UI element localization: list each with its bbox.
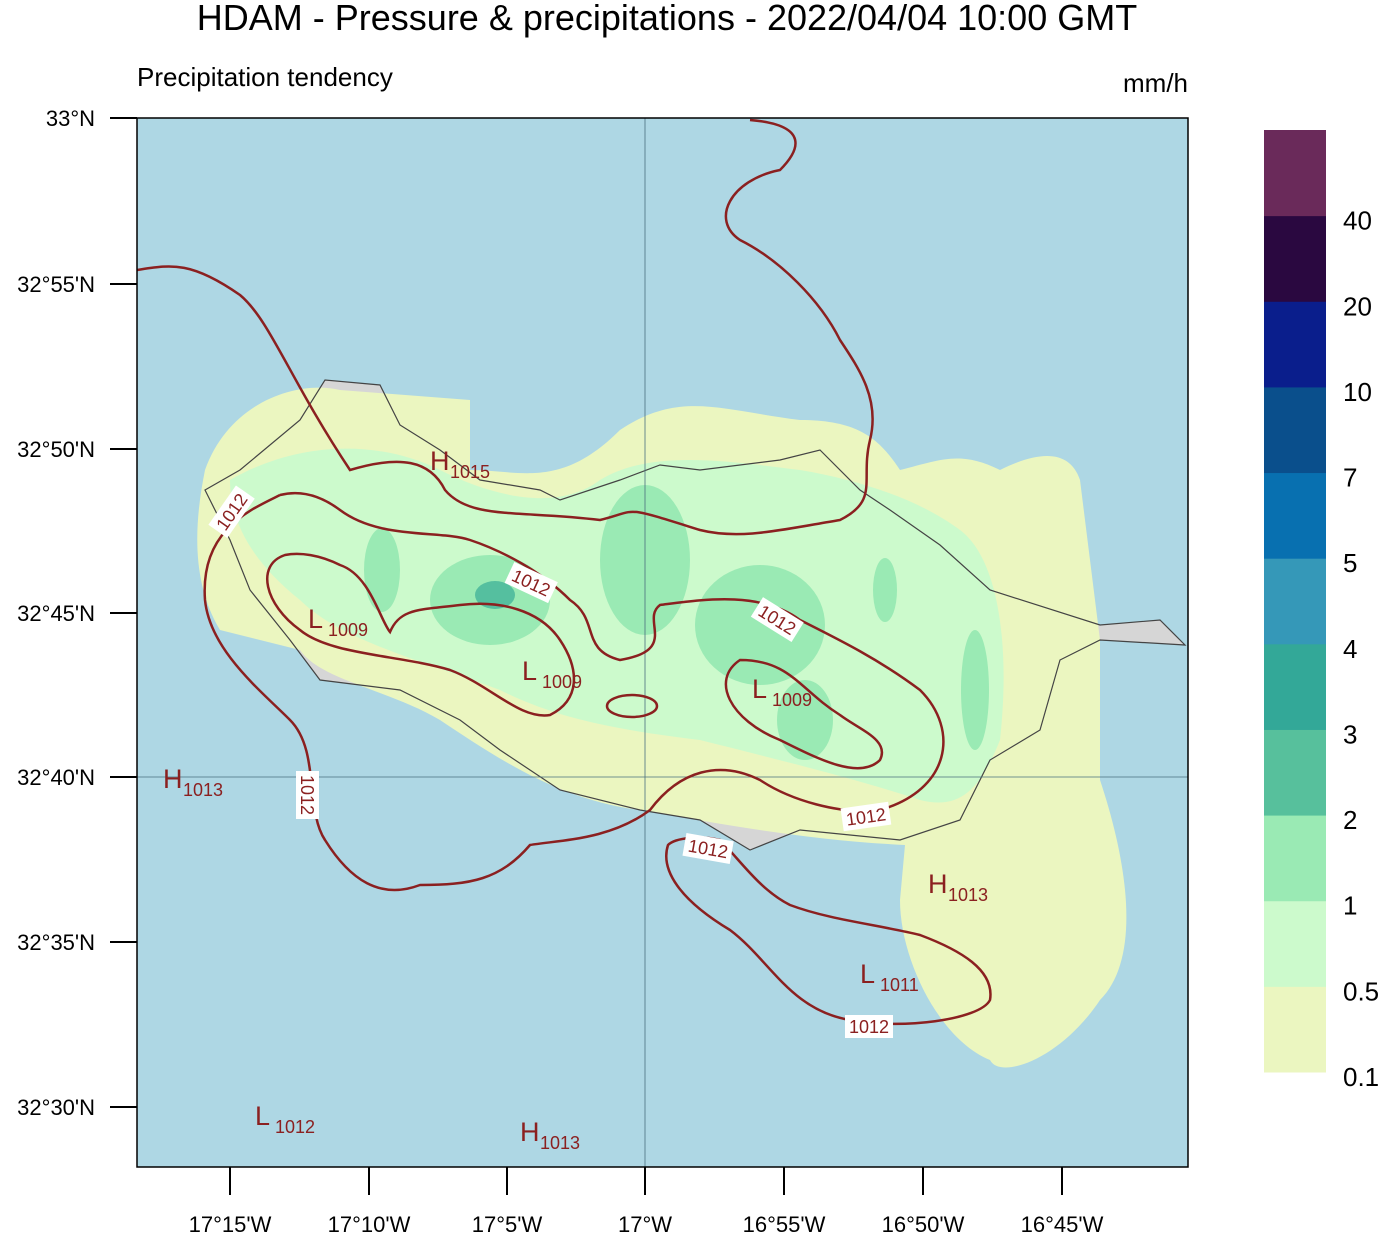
colorbar-box bbox=[1264, 729, 1326, 816]
colorbar-box bbox=[1264, 215, 1326, 302]
contour-label: 1012 bbox=[682, 833, 734, 865]
unit: mm/h bbox=[1123, 68, 1188, 98]
contour-label-bg bbox=[504, 561, 558, 604]
colorbar-label: 3 bbox=[1343, 719, 1357, 749]
precip-2 bbox=[475, 581, 515, 609]
colorbar-label: 2 bbox=[1343, 805, 1357, 835]
pressure-value: 1009 bbox=[542, 672, 582, 692]
colorbar-label: 0.5 bbox=[1343, 976, 1379, 1006]
lon-label: 17°5'W bbox=[472, 1212, 543, 1234]
pressure-letter: L bbox=[522, 656, 537, 686]
lat-label: 32°40'N bbox=[17, 765, 95, 790]
contour-label-bg bbox=[682, 833, 734, 865]
lat-label: 32°35'N bbox=[17, 930, 95, 955]
colorbar-box bbox=[1264, 986, 1326, 1073]
contour-label-bg bbox=[750, 597, 804, 643]
lon-label: 16°55'W bbox=[743, 1212, 826, 1234]
contour-label-text: 1012 bbox=[849, 1017, 889, 1037]
contour-label: 1012 bbox=[296, 771, 319, 819]
lon-label: 17°15'W bbox=[189, 1212, 272, 1234]
pressure-value: 1013 bbox=[540, 1133, 580, 1153]
pressure-letter: L bbox=[860, 959, 875, 989]
contour-label-bg bbox=[208, 485, 255, 538]
colorbar-box bbox=[1264, 900, 1326, 987]
colorbar-label: 7 bbox=[1343, 463, 1357, 493]
pressure-value: 1009 bbox=[328, 620, 368, 640]
contour-label-bg bbox=[296, 771, 319, 819]
colorbar-label: 40 bbox=[1343, 206, 1372, 236]
colorbar-box bbox=[1264, 130, 1326, 217]
pressure-letter: H bbox=[430, 446, 450, 476]
pressure-value: 1013 bbox=[948, 885, 988, 905]
map-area bbox=[137, 118, 1188, 1167]
lat-label: 32°55'N bbox=[17, 272, 95, 297]
lon-label: 16°45'W bbox=[1021, 1212, 1104, 1234]
colorbar-box bbox=[1264, 815, 1326, 902]
lat-label: 32°45'N bbox=[17, 601, 95, 626]
contour-label-bg bbox=[845, 1015, 893, 1038]
pressure-letter: L bbox=[308, 604, 323, 634]
colorbar-label: 0.1 bbox=[1343, 1062, 1379, 1092]
pressure-letter: H bbox=[928, 869, 948, 899]
colorbar-box bbox=[1264, 386, 1326, 474]
lon-label: 17°10'W bbox=[328, 1212, 411, 1234]
pressure-value: 1015 bbox=[450, 462, 490, 482]
title: HDAM - Pressure & precipitations - 2022/… bbox=[197, 0, 1137, 38]
contour-label-bg bbox=[840, 801, 892, 832]
map-frame bbox=[136, 117, 1189, 1168]
colorbar-label: 1 bbox=[1343, 891, 1357, 921]
coastline bbox=[204, 379, 1187, 851]
precip-1 bbox=[364, 485, 989, 760]
colorbar-label: 5 bbox=[1343, 548, 1357, 578]
colorbar-label: 4 bbox=[1343, 634, 1357, 664]
pressure-value: 1013 bbox=[183, 780, 223, 800]
colorbar-box bbox=[1264, 558, 1326, 645]
pressure-value: 1009 bbox=[772, 690, 812, 710]
colorbar-box bbox=[1264, 301, 1326, 388]
lon-label: 16°50'W bbox=[882, 1212, 965, 1234]
lat-label: 32°50'N bbox=[17, 437, 95, 462]
pressure-value: 1012 bbox=[275, 1117, 315, 1137]
pressure-letter: L bbox=[255, 1101, 270, 1131]
subtitle: Precipitation tendency bbox=[137, 62, 393, 92]
lat-label: 33°N bbox=[46, 106, 95, 131]
pressure-letter: H bbox=[520, 1117, 540, 1147]
contour-label-text: 1012 bbox=[297, 775, 317, 815]
lon-label: 17°W bbox=[618, 1212, 672, 1234]
pressure-letter: H bbox=[163, 764, 183, 794]
colorbar-box bbox=[1264, 472, 1326, 559]
contour-label: 1012 bbox=[840, 801, 892, 832]
pressure-letter: L bbox=[752, 674, 767, 704]
colorbar-label: 20 bbox=[1343, 291, 1372, 321]
colorbar-label: 10 bbox=[1343, 377, 1372, 407]
lat-label: 32°30'N bbox=[17, 1095, 95, 1120]
contour-label: 1012 bbox=[845, 1015, 893, 1038]
pressure-value: 1011 bbox=[880, 975, 919, 995]
colorbar-box bbox=[1264, 643, 1326, 730]
